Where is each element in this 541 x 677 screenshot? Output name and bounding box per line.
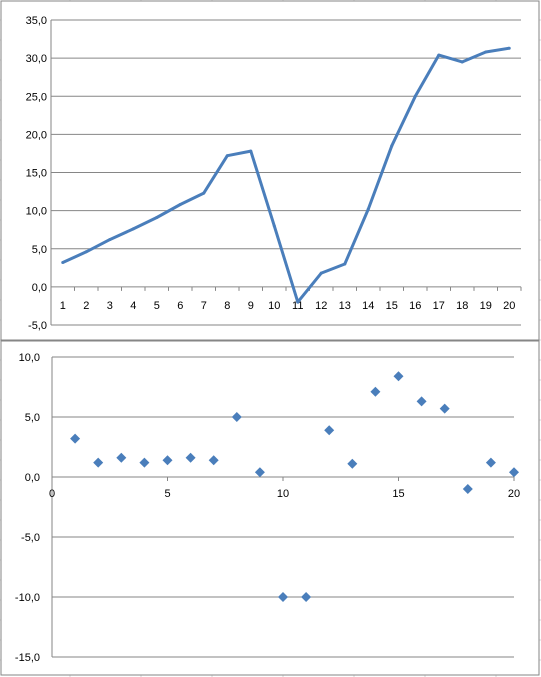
scatter-chart-y-tick-label: -15,0: [15, 652, 40, 664]
line-chart-x-tick-label: 12: [315, 300, 327, 312]
line-chart-point: [108, 238, 112, 242]
scatter-chart-points[interactable]: [70, 371, 519, 602]
line-chart-y-tick-label: 10,0: [26, 206, 47, 218]
line-chart-point: [272, 224, 276, 228]
line-chart-y-tick-label: 15,0: [26, 168, 47, 180]
line-chart-x-tick-label: 17: [433, 300, 445, 312]
line-chart-series[interactable]: [61, 46, 511, 304]
line-chart-y-tick-label: 35,0: [26, 15, 47, 27]
scatter-chart-y-tick-label: -5,0: [21, 532, 40, 544]
line-chart-point: [84, 250, 88, 254]
line-chart-gridlines: [50, 19, 522, 326]
line-chart-x-tick-label: 10: [268, 300, 280, 312]
scatter-chart-x-tick-label: 15: [392, 488, 404, 500]
scatter-chart-frame[interactable]: [0, 340, 540, 676]
scatter-chart-point: [139, 457, 150, 468]
scatter-chart-point: [254, 467, 265, 478]
line-chart-x-tick-label: 4: [130, 300, 136, 312]
line-chart-x-tick-label: 11: [292, 300, 303, 312]
line-chart-x-tick-label: 9: [248, 300, 254, 312]
line-chart-y-tick-label: 25,0: [26, 91, 47, 103]
line-chart-x-tick-labels: 1 2 3 4 5 6 7 8 9 10 11 12 13 14 15 16 17 18 19 20: [60, 300, 516, 312]
line-chart-point: [178, 203, 182, 207]
scatter-chart-x-tick-label: 10: [277, 488, 289, 500]
scatter-chart-y-tick-label: 0,0: [25, 472, 40, 484]
line-chart-point: [249, 149, 253, 153]
scatter-chart-y-tick-labels: -15,0 -10,0 -5,0 0,0 5,0 10,0: [15, 352, 40, 664]
scatter-chart-point: [231, 412, 242, 422]
scatter-chart-y-tick-label: -10,0: [15, 592, 40, 604]
line-chart-point: [484, 50, 488, 54]
scatter-chart-point: [370, 386, 381, 397]
line-chart-x-tick-label: 5: [154, 300, 160, 312]
scatter-chart-point: [70, 433, 81, 444]
line-chart-x-tick-label: 19: [480, 300, 492, 312]
line-chart-point: [413, 94, 417, 98]
line-chart-x-tick-label: 1: [60, 300, 66, 312]
scatter-chart-point: [485, 457, 496, 468]
line-chart-y-tick-labels: -5,0 0,0 5,0 10,0 15,0 20,0 25,0 30,0 35,0: [26, 15, 47, 332]
line-chart-point: [460, 60, 464, 64]
line-chart-point: [437, 53, 441, 57]
line-chart-point: [319, 271, 323, 275]
line-chart-series-line: [62, 46, 510, 304]
line-chart-x-tick-label: 20: [503, 300, 515, 312]
line-chart-x-tick-label: 7: [201, 300, 207, 312]
scatter-chart-point: [462, 484, 473, 494]
scatter-chart-point: [208, 455, 219, 466]
scatter-chart-x-tick-label: 0: [49, 488, 55, 500]
line-chart-y-tick-label: -5,0: [28, 320, 47, 332]
line-chart-x-tick-label: 6: [177, 300, 183, 312]
scatter-chart-point: [416, 396, 427, 407]
scatter-chart-point: [278, 592, 288, 602]
line-chart-y-tick-label: 0,0: [32, 282, 47, 294]
scatter-chart-gridlines: [51, 356, 515, 658]
scatter-chart-x-tick-label: 20: [508, 488, 520, 500]
scatter-chart-y-tick-label: 5,0: [25, 412, 40, 424]
line-chart-y-tick-label: 20,0: [26, 129, 47, 141]
line-chart-point: [225, 154, 229, 158]
line-chart-point: [131, 227, 135, 231]
scatter-chart-point: [116, 452, 127, 463]
line-chart-x-tick-label: 15: [386, 300, 398, 312]
line-chart-x-tick-label: 18: [456, 300, 468, 312]
line-chart-x-tick-label: 8: [224, 300, 230, 312]
scatter-chart-point: [162, 455, 173, 466]
line-chart-y-tick-label: 30,0: [26, 53, 47, 65]
scatter-chart-point: [93, 457, 104, 468]
scatter-chart-point: [324, 425, 335, 436]
scatter-chart-point: [509, 467, 519, 478]
line-chart-point: [296, 300, 300, 304]
scatter-chart-point: [347, 458, 358, 469]
scatter-chart-point: [439, 403, 450, 414]
line-chart-point: [202, 191, 206, 195]
line-chart-point: [390, 144, 394, 148]
scatter-chart-y-tick-label: 10,0: [19, 352, 40, 364]
scatter-chart-x-tick-label: 5: [164, 488, 170, 500]
line-chart-point: [343, 262, 347, 266]
line-chart-y-tick-label: 5,0: [32, 244, 47, 256]
line-chart-x-tick-label: 14: [362, 300, 374, 312]
line-chart-point: [61, 260, 65, 264]
line-chart-x-tick-label: 13: [339, 300, 351, 312]
line-chart-point: [507, 46, 511, 50]
line-chart-x-tick-label: 2: [83, 300, 89, 312]
line-chart-point: [366, 207, 370, 211]
line-chart-x-tick-label: 3: [107, 300, 113, 312]
scatter-chart-point: [301, 592, 312, 602]
scatter-chart-point: [185, 452, 196, 463]
line-chart-point: [155, 215, 159, 219]
line-chart-x-tick-label: 16: [409, 300, 421, 312]
scatter-chart-point: [393, 371, 404, 382]
scatter-chart-x-tick-labels: 0 5 10 15 20: [49, 488, 520, 500]
